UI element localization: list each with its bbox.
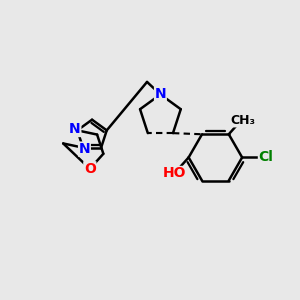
Text: HO: HO xyxy=(163,167,187,181)
Text: N: N xyxy=(69,122,81,136)
Text: N: N xyxy=(79,142,90,156)
Text: CH₃: CH₃ xyxy=(231,114,256,127)
Text: O: O xyxy=(84,162,96,176)
Text: N: N xyxy=(154,87,166,101)
Text: Cl: Cl xyxy=(259,150,273,164)
